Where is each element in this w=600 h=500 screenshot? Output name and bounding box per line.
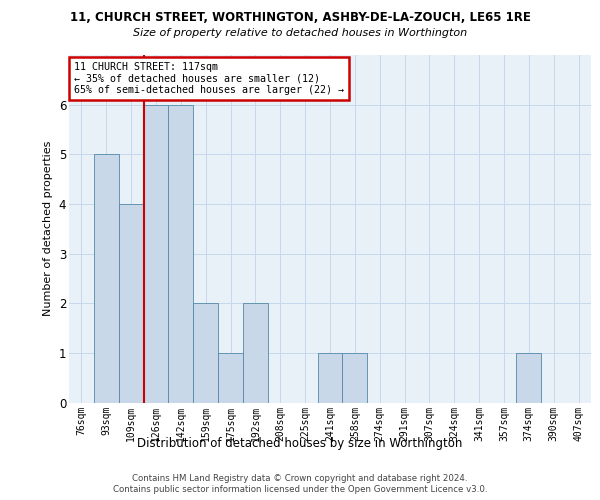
- Text: Size of property relative to detached houses in Worthington: Size of property relative to detached ho…: [133, 28, 467, 38]
- Bar: [119, 204, 143, 402]
- Bar: [517, 353, 541, 403]
- Text: 11, CHURCH STREET, WORTHINGTON, ASHBY-DE-LA-ZOUCH, LE65 1RE: 11, CHURCH STREET, WORTHINGTON, ASHBY-DE…: [70, 11, 530, 24]
- Bar: [94, 154, 119, 402]
- Bar: [218, 353, 243, 403]
- Bar: [243, 303, 268, 402]
- Bar: [143, 104, 169, 403]
- Bar: [343, 353, 367, 403]
- Text: Contains HM Land Registry data © Crown copyright and database right 2024.: Contains HM Land Registry data © Crown c…: [132, 474, 468, 483]
- Text: Distribution of detached houses by size in Worthington: Distribution of detached houses by size …: [137, 438, 463, 450]
- Y-axis label: Number of detached properties: Number of detached properties: [43, 141, 53, 316]
- Bar: [169, 104, 193, 403]
- Text: Contains public sector information licensed under the Open Government Licence v3: Contains public sector information licen…: [113, 485, 487, 494]
- Text: 11 CHURCH STREET: 117sqm
← 35% of detached houses are smaller (12)
65% of semi-d: 11 CHURCH STREET: 117sqm ← 35% of detach…: [74, 62, 344, 95]
- Bar: [193, 303, 218, 402]
- Bar: [317, 353, 343, 403]
